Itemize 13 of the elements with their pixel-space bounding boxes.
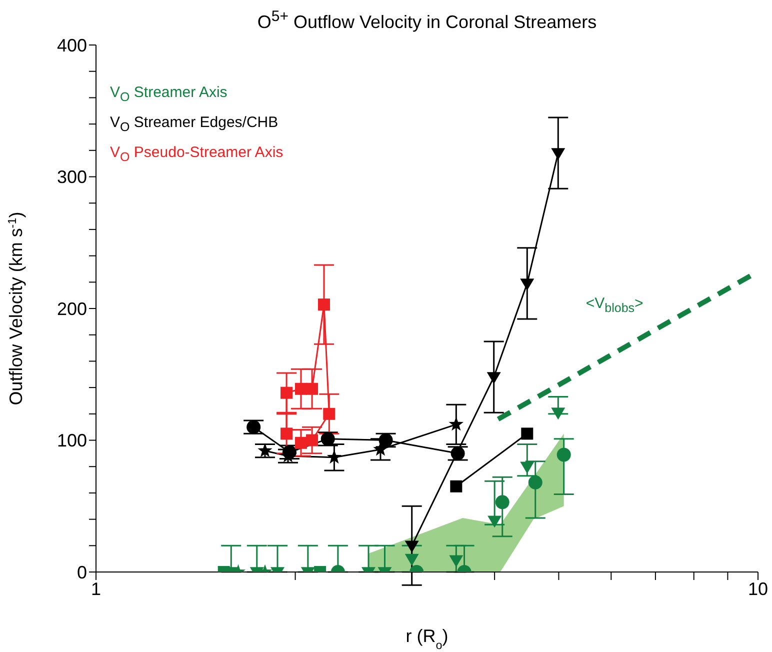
x-tick-label: 10 [748,578,768,599]
x-tick-label: 1 [90,578,102,599]
y-tick-label: 200 [56,298,87,319]
text: V$_{O}$ Streamer Edges/CHB [110,113,280,136]
annotation: <V$_{blobs}$> [586,294,644,314]
y-tick-label: 100 [56,430,87,451]
text: V$_{O}$ Pseudo-Streamer Axis [110,143,284,166]
x-axis-title: r (R$_{o}$) [406,626,448,652]
text: V$_{O}$ Streamer Axis [110,83,228,106]
y-tick-label: 0 [76,562,87,582]
chart-title: O$^{5+}$ Outflow Velocity in Coronal Streamers [256,8,598,33]
y-tick-label: 300 [56,167,87,188]
y-tick-label: 400 [56,35,87,56]
